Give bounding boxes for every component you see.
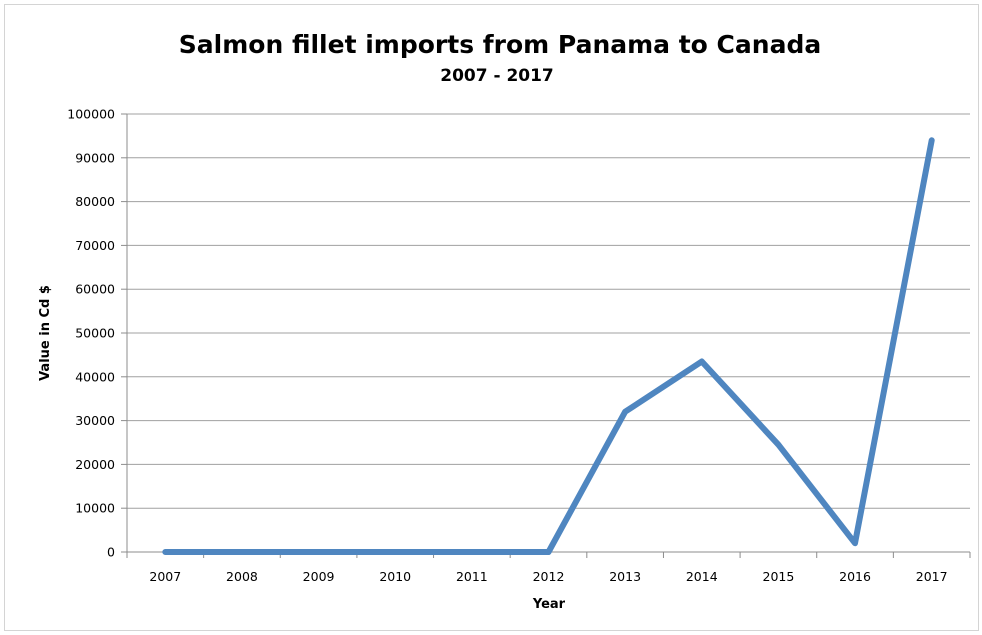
data-point	[316, 549, 322, 555]
x-tick-label: 2010	[379, 569, 411, 584]
x-tick-label: 2015	[763, 569, 795, 584]
x-tick-label: 2013	[609, 569, 641, 584]
data-point	[699, 358, 705, 364]
y-tick-label: 30000	[75, 413, 115, 428]
chart-subtitle: 2007 - 2017	[440, 66, 554, 86]
x-tick-label: 2016	[839, 569, 871, 584]
data-point	[622, 409, 628, 415]
gridlines	[121, 113, 970, 553]
chart-title: Salmon fillet imports from Panama to Can…	[179, 30, 821, 59]
x-tick-label: 2009	[303, 569, 335, 584]
y-tick-label: 90000	[75, 150, 115, 165]
x-tick-label: 2008	[226, 569, 258, 584]
data-point	[239, 549, 245, 555]
chart-frame	[4, 4, 979, 631]
y-tick-labels: 0 10000 20000 30000 40000 50000 60000 70000 8000…	[67, 107, 115, 560]
series-line	[162, 137, 935, 555]
y-tick-label: 70000	[75, 238, 115, 253]
x-tick-label: 2014	[686, 569, 718, 584]
x-tick-labels: 2007 2008 2009 2010 2011 2012 2013 2014 2015 2016…	[149, 569, 947, 584]
x-tick-label: 2011	[456, 569, 488, 584]
x-tick-label: 2017	[916, 569, 948, 584]
axes	[126, 114, 971, 558]
x-tick-label: 2007	[149, 569, 181, 584]
data-point	[392, 549, 398, 555]
data-point	[929, 137, 935, 143]
y-tick-label: 80000	[75, 194, 115, 209]
x-tick-label: 2012	[533, 569, 565, 584]
data-point	[852, 540, 858, 546]
y-tick-label: 0	[107, 545, 115, 560]
y-tick-label: 60000	[75, 282, 115, 297]
data-point	[546, 549, 552, 555]
data-point	[775, 442, 781, 448]
y-tick-label: 100000	[67, 107, 115, 122]
y-tick-label: 20000	[75, 457, 115, 472]
x-axis-title: Year	[532, 597, 566, 612]
data-point	[469, 549, 475, 555]
y-tick-label: 50000	[75, 326, 115, 341]
y-axis-title: Value in Cd $	[38, 285, 53, 381]
series-layer	[162, 137, 935, 555]
y-tick-label: 10000	[75, 501, 115, 516]
data-point	[162, 549, 168, 555]
y-tick-label: 40000	[75, 369, 115, 384]
